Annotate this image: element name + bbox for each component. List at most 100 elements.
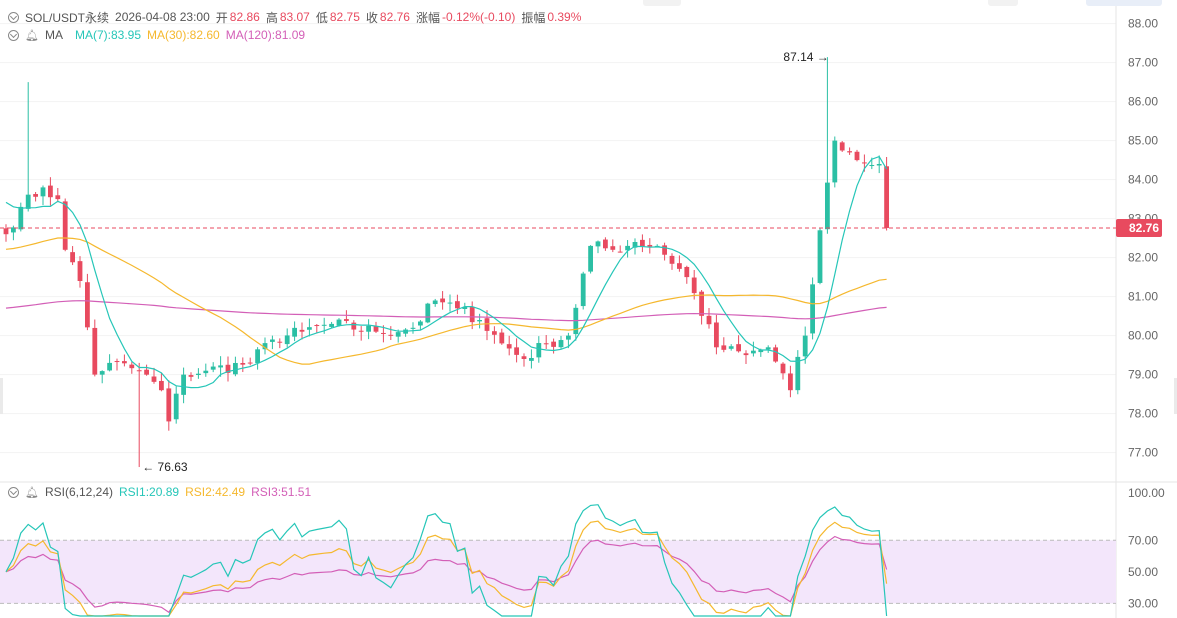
candle-body [839,142,845,151]
ma-legend: 🔔︎ MA MA(7):83.95 MA(30):82.60 MA(120):8… [8,27,311,43]
candle-body [144,369,149,375]
candle-body [344,319,349,321]
candle-body [225,364,231,373]
candle-body [218,365,223,368]
candle-body [832,140,838,183]
high-value: 83.07 [279,10,310,24]
price-tick-label: 82.00 [1128,251,1158,265]
high-annotation: 87.14 → [783,50,828,64]
toolbar-tab[interactable] [643,0,681,6]
candle-body [662,245,667,255]
collapse-chevron-icon[interactable] [8,29,19,41]
candle-body [3,228,9,235]
left-scroll-handle[interactable] [0,378,3,414]
price-tick-label: 79.00 [1128,368,1158,382]
collapse-chevron-icon[interactable] [8,486,19,498]
rsi-axis: 100.00 70.00 50.00 30.00 [1128,486,1165,610]
right-scroll-handle[interactable] [1174,378,1177,414]
candle-body [854,151,860,161]
close-label: 收 [365,10,378,25]
candle-body [492,331,497,335]
price-tick-label: 88.00 [1128,17,1158,31]
amplitude-value: 0.39% [547,10,582,24]
candle-body [728,346,734,349]
low-value: 82.75 [329,10,360,24]
candle-body [151,376,157,382]
candle-body [455,301,460,309]
candle-body [825,182,830,230]
candle-body [758,349,764,353]
symbol-label: SOL/USDT永续 [25,10,110,25]
open-value: 82.86 [229,10,260,24]
rsi3-line [5,535,888,614]
candle-body [669,255,675,264]
candle-body [469,307,475,323]
candle-body [558,340,564,348]
low-label: 低 [315,10,328,25]
candle-body [33,194,38,197]
candle-body [795,356,801,391]
candle-body [802,335,808,357]
ma7-line [5,155,888,389]
candle-body [173,393,179,420]
candle-body [129,364,135,369]
rsi1-line [5,504,888,617]
rsi-tick-label: 100.00 [1128,486,1165,500]
candle-body [551,341,556,347]
candle-body [159,380,164,391]
toolbar-tab-active[interactable] [1086,0,1162,6]
candle-body [99,371,105,375]
rsi2-value: RSI2:42.49 [185,485,246,499]
last-price-tag [1116,218,1162,237]
candle-body [122,361,127,364]
candle-body [418,321,423,326]
candle-body [255,349,260,364]
price-tick-label: 84.00 [1128,173,1158,187]
candle-body [40,187,46,197]
alert-bell-icon[interactable]: 🔔︎ [25,486,39,499]
candle-body [447,302,453,304]
candle-body [588,245,593,272]
candle-body [566,335,571,340]
candle-body [477,320,482,322]
candle-body [706,315,712,325]
high-label: 高 [265,10,278,25]
candle-body [432,300,438,305]
ma-indicator-name[interactable]: MA [44,28,63,42]
candle-body [203,370,209,374]
candle-body [780,363,786,374]
change-label: 涨幅 [415,10,440,25]
candle-body [329,323,334,327]
alert-bell-icon[interactable]: 🔔︎ [25,29,39,42]
toolbar-tab[interactable] [988,0,1018,6]
candle-body [529,357,534,361]
rsi-band [0,540,1116,604]
candle-body [684,266,690,278]
candle-body [640,239,645,247]
candle-body [721,345,727,350]
candle-body [366,325,371,332]
ma30-value: MA(30):82.60 [147,28,220,42]
candle-body [395,332,401,337]
candle-body [499,332,505,344]
collapse-chevron-icon[interactable] [8,11,19,23]
candle-body [48,185,53,198]
candle-body [714,322,719,348]
candle-body [440,298,445,303]
rsi-indicator-name[interactable]: RSI(6,12,24) [44,485,114,499]
candle-body [736,344,741,352]
grid-lines [0,23,1116,454]
datetime-label: 2026-04-08 23:00 [115,10,210,24]
candle-body [188,375,194,377]
candle-body [580,273,586,307]
candle-body [284,335,290,345]
price-tick-label: 85.00 [1128,134,1158,148]
change-value: -0.12%(-0.10) [441,10,516,24]
candle-body [765,347,771,350]
candle-body [292,327,297,337]
candle-body [358,330,364,332]
candle-body [603,239,608,249]
candle-body [543,343,549,345]
candle-body [381,332,386,334]
